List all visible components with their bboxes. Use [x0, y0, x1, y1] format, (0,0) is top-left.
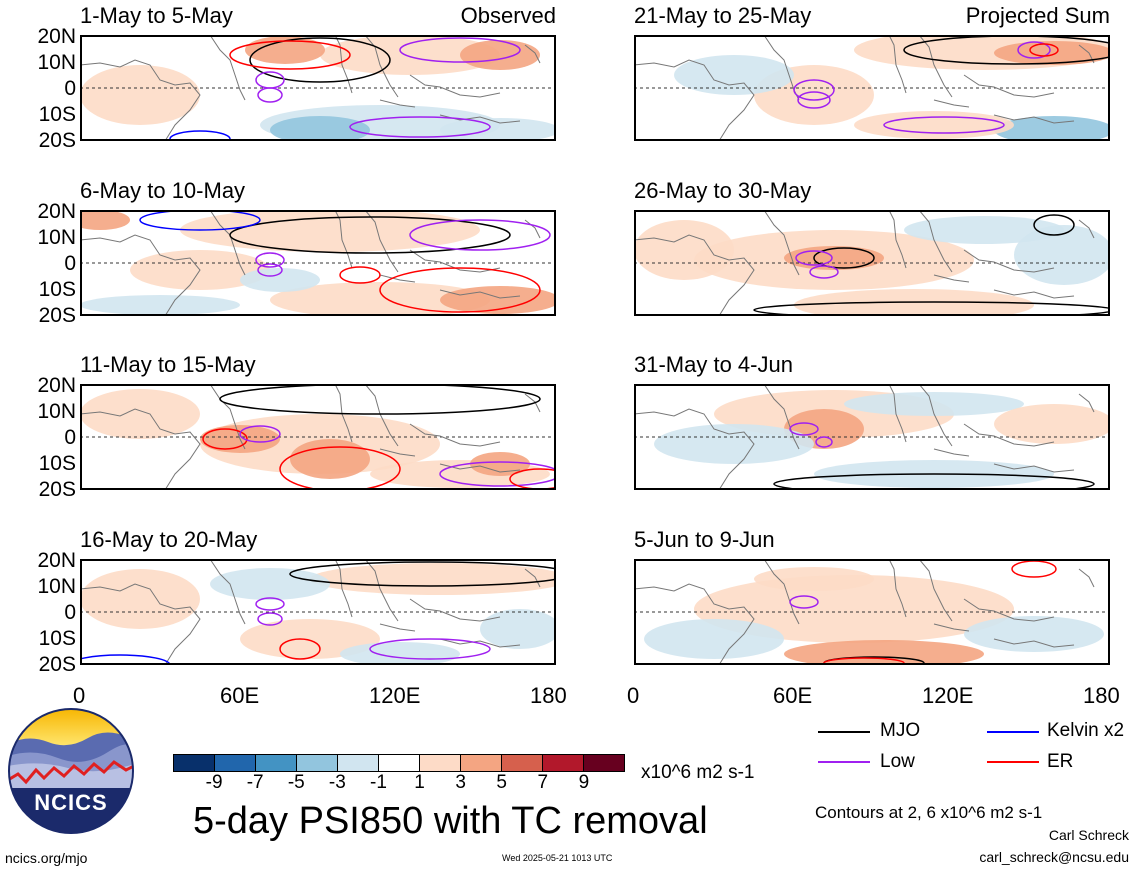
colorbar-cell — [215, 755, 256, 771]
lat-label: 20N — [37, 200, 76, 223]
panel-period: 31-May to 4-Jun — [634, 352, 793, 377]
ncics-logo — [8, 708, 134, 834]
lat-label: 20N — [37, 549, 76, 572]
site-url: ncics.org/mjo — [5, 850, 88, 866]
panel-period: 16-May to 20-May — [80, 527, 258, 552]
colorbar-tick: -7 — [246, 772, 264, 793]
lon-label: 60E — [773, 683, 813, 708]
lat-label: 0 — [64, 426, 76, 449]
map-plot — [634, 210, 1110, 316]
timestamp: Wed 2025-05-21 1013 UTC — [502, 853, 613, 863]
lon-label: 0 — [73, 683, 86, 708]
panel-period: 26-May to 30-May — [634, 178, 812, 203]
colorbar-cell — [543, 755, 584, 771]
panel-period: 21-May to 25-May — [634, 3, 812, 28]
author: Carl Schreck — [1048, 827, 1129, 843]
colorbar-tick: -5 — [287, 772, 305, 793]
colorbar-tick: -1 — [370, 772, 387, 793]
map-panel-2: 6-May to 10-May 20N 10N 0 10S 20S — [37, 178, 556, 326]
lat-label: 10S — [38, 452, 76, 475]
figure-title: 5-day PSI850 with TC removal — [193, 800, 708, 842]
legend-label-mjo: MJO — [880, 720, 921, 741]
map-panel-7: 31-May to 4-Jun — [634, 352, 1110, 490]
colorbar-tick: 3 — [455, 772, 466, 793]
lat-label: 20S — [38, 129, 76, 152]
colorbar-cell — [297, 755, 338, 771]
lat-label: 10N — [37, 226, 76, 249]
map-plot — [634, 384, 1110, 490]
colorbar-tick: -9 — [205, 772, 223, 793]
lat-label: 10S — [38, 278, 76, 301]
lat-label: 20N — [37, 374, 76, 397]
map-plot — [80, 35, 556, 141]
lat-label: 0 — [64, 77, 76, 100]
legend-line-er — [987, 761, 1039, 763]
lat-label: 20N — [37, 25, 76, 48]
panel-period: 1-May to 5-May — [80, 3, 233, 28]
colorbar-cell — [420, 755, 461, 771]
legend-label-kelvin: Kelvin x2 — [1047, 720, 1125, 741]
lat-label: 20S — [38, 304, 76, 327]
map-plot — [634, 559, 1110, 665]
map-plot — [80, 210, 556, 316]
lat-label: 0 — [64, 252, 76, 275]
map-plot — [80, 559, 556, 665]
lat-label: 10N — [37, 575, 76, 598]
lon-label: 180 — [1083, 683, 1120, 708]
logo-text: NCICS — [34, 790, 108, 815]
legend-line-mjo — [818, 731, 870, 733]
colorbar-tick: 7 — [537, 772, 549, 793]
colorbar-tick: -3 — [328, 772, 346, 793]
legend-label-low: Low — [880, 751, 915, 772]
contours-note: Contours at 2, 6 x10^6 m2 s-1 — [815, 803, 1043, 822]
lat-label: 20S — [38, 478, 76, 501]
panel-tag: Observed — [460, 3, 556, 28]
lon-label: 180 — [530, 683, 567, 708]
map-panel-8: 5-Jun to 9-Jun — [634, 527, 1110, 665]
colorbar-cell — [502, 755, 543, 771]
colorbar — [173, 754, 625, 772]
lon-label: 60E — [220, 683, 260, 708]
legend-line-low — [818, 761, 870, 763]
colorbar-cell — [338, 755, 379, 771]
legend-line-kelvin — [987, 731, 1039, 733]
lon-label: 0 — [627, 683, 640, 708]
email: carl_schreck@ncsu.edu — [979, 849, 1129, 865]
lat-label: 10N — [37, 51, 76, 74]
lat-label: 0 — [64, 601, 76, 624]
lat-label: 10N — [37, 400, 76, 423]
map-panel-4: 16-May to 20-May 20N 10N 0 10S 20S — [37, 527, 556, 675]
colorbar-cell — [584, 755, 624, 771]
panel-period: 5-Jun to 9-Jun — [634, 527, 775, 552]
colorbar-unit: x10^6 m2 s-1 — [641, 762, 755, 783]
lat-label: 20S — [38, 653, 76, 676]
lat-label: 10S — [38, 627, 76, 650]
lon-label: 120E — [922, 683, 974, 708]
panel-period: 11-May to 15-May — [80, 352, 256, 377]
colorbar-cell — [461, 755, 502, 771]
map-panel-3: 11-May to 15-May 20N 10N 0 10S 20S — [37, 352, 556, 500]
colorbar-cell — [174, 755, 215, 771]
lon-label: 120E — [369, 683, 421, 708]
panel-tag: Projected Sum — [965, 3, 1110, 28]
colorbar-tick: 5 — [496, 772, 508, 793]
colorbar-tick: 9 — [578, 772, 590, 793]
colorbar-tick: 1 — [414, 772, 425, 793]
legend-label-er: ER — [1047, 751, 1074, 772]
lat-label: 10S — [38, 103, 76, 126]
colorbar-cell — [379, 755, 420, 771]
map-plot — [634, 35, 1110, 141]
map-panel-6: 26-May to 30-May — [634, 178, 1110, 316]
map-panel-1: 1-May to 5-May Observed 20N 10N 0 10S 20… — [37, 3, 556, 151]
map-plot — [80, 384, 556, 490]
map-panel-5: 21-May to 25-May Projected Sum — [634, 3, 1110, 141]
colorbar-cell — [256, 755, 297, 771]
panel-period: 6-May to 10-May — [80, 178, 246, 203]
